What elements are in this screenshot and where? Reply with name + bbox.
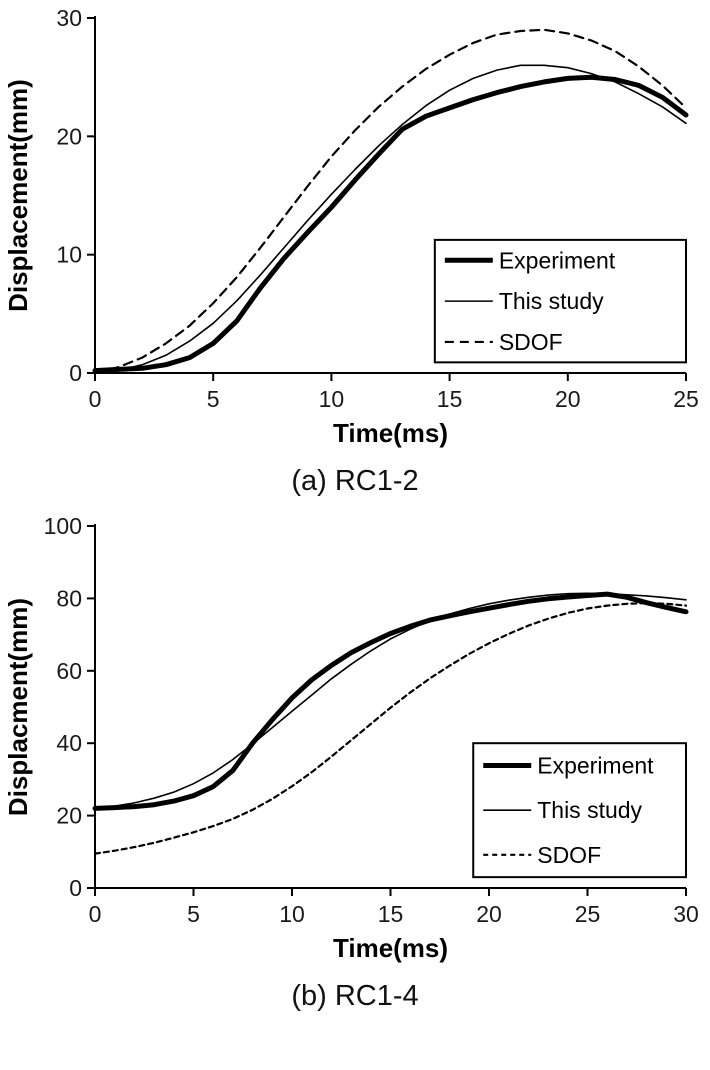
y-tick-label: 20 (56, 123, 82, 149)
chart-b-canvas: 0 5 10 15 20 25 30 0 20 40 60 80 100 Time(ms) Displacm… (3, 513, 699, 963)
x-tick-label: 0 (89, 386, 102, 412)
legend-label-this-study: This study (537, 797, 642, 823)
x-tick-label: 10 (319, 386, 345, 412)
x-tick-label: 20 (476, 901, 502, 927)
chart-b: 0 5 10 15 20 25 30 0 20 40 60 80 100 Time(ms) Displacm… (0, 512, 710, 1013)
series-line-sdof (93, 28, 688, 375)
series-line-this-study (94, 64, 687, 374)
x-tick-label: 20 (555, 386, 581, 412)
legend-label-sdof: SDOF (537, 842, 601, 868)
legend-label-experiment: Experiment (499, 247, 616, 273)
x-tick-label: 5 (207, 386, 220, 412)
y-tick-label: 30 (56, 5, 82, 31)
y-tick-label: 10 (56, 242, 82, 268)
y-tick-label: 80 (56, 585, 82, 611)
x-tick-label: 25 (575, 901, 601, 927)
x-tick-label: 15 (437, 386, 463, 412)
x-tick-label: 5 (187, 901, 200, 927)
x-tick-label: 25 (673, 386, 699, 412)
y-tick-label: 0 (69, 875, 82, 901)
chart-b-caption: (b) RC1-4 (291, 980, 419, 1012)
y-tick-label: 60 (56, 658, 82, 684)
y-tick-label: 100 (44, 513, 82, 539)
x-tick-label: 30 (673, 901, 699, 927)
chart-a-caption: (a) RC1-2 (291, 465, 419, 497)
x-axis-title: Time(ms) (333, 418, 448, 448)
y-axis-title: Displacement(mm) (3, 79, 33, 312)
legend-label-experiment: Experiment (537, 753, 654, 779)
y-axis-title: Displacment(mm) (3, 598, 33, 816)
x-tick-label: 15 (378, 901, 404, 927)
x-axis-title: Time(ms) (333, 933, 448, 963)
legend-label-sdof: SDOF (499, 329, 563, 355)
series-line-experiment (92, 74, 689, 374)
chart-a-canvas: 0 5 10 15 20 25 0 10 20 30 Time(ms) Displacement(mm… (3, 5, 699, 448)
chart-a: 0 5 10 15 20 25 0 10 20 30 Time(ms) Displacement(mm… (0, 2, 710, 498)
x-tick-label: 0 (89, 901, 102, 927)
series-line-sdof (93, 601, 688, 855)
y-tick-label: 0 (69, 360, 82, 386)
series-line-this-study (94, 592, 687, 810)
figure-page: 0 5 10 15 20 25 0 10 20 30 Time(ms) Displacement(mm… (0, 2, 710, 1013)
y-tick-label: 40 (56, 730, 82, 756)
legend-label-this-study: This study (499, 288, 604, 314)
x-tick-label: 10 (279, 901, 305, 927)
series-line-experiment (92, 591, 689, 811)
y-tick-label: 20 (56, 803, 82, 829)
